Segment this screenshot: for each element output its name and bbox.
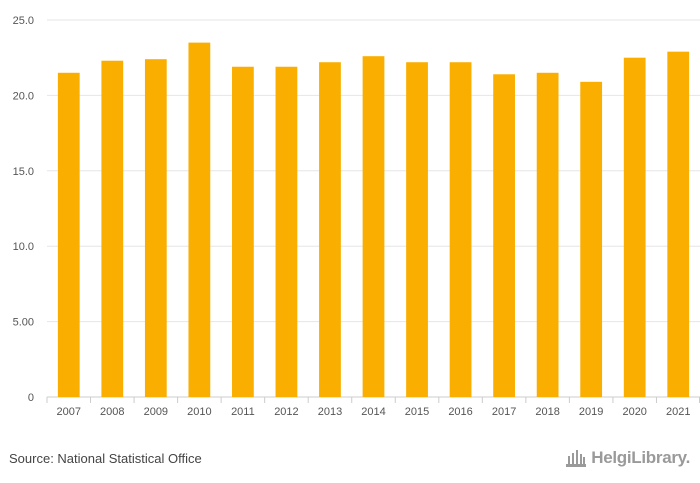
y-tick-label: 15.0	[13, 166, 34, 178]
x-tick-label: 2011	[231, 406, 255, 418]
source-note: Source: National Statistical Office	[9, 451, 202, 466]
bar	[580, 81, 603, 397]
bar	[536, 72, 559, 397]
chart-footer: Source: National Statistical Office Helg…	[0, 440, 700, 483]
y-tick-label: 20.0	[13, 90, 34, 102]
brand-name: HelgiLibrary.	[591, 448, 690, 467]
x-tick-label: 2019	[579, 406, 603, 418]
chart: 0 5.00 10.0 15.0 20.0 25.0 2007 2008 2009 2010 201…	[13, 15, 700, 418]
bar	[667, 51, 690, 397]
library-building-icon	[566, 450, 587, 467]
x-tick-label: 2012	[274, 406, 298, 418]
bar	[362, 56, 385, 397]
bar	[623, 57, 646, 397]
y-tick-label: 5.00	[13, 317, 34, 329]
y-tick-label: 10.0	[13, 241, 34, 253]
bar-chart-svg: 0 5.00 10.0 15.0 20.0 25.0 2007 2008 2009 2010 201…	[13, 15, 700, 418]
x-tick-label: 2014	[361, 406, 385, 418]
y-tick-label: 0	[28, 392, 34, 404]
x-tick-label: 2013	[318, 406, 342, 418]
x-tick-label: 2009	[144, 406, 168, 418]
x-tick-label: 2015	[405, 406, 429, 418]
bar	[275, 66, 298, 398]
x-tick-label: 2017	[492, 406, 516, 418]
x-tick-label: 2021	[666, 406, 690, 418]
bar	[57, 72, 80, 397]
x-tick-label: 2016	[448, 406, 472, 418]
bar	[144, 59, 167, 397]
brand-logo[interactable]: HelgiLibrary.	[565, 448, 690, 468]
bar	[188, 42, 211, 398]
bar	[319, 62, 341, 397]
x-tick-label: 2008	[100, 406, 124, 418]
x-tick-label: 2018	[535, 406, 559, 418]
bar	[406, 62, 428, 397]
bar	[101, 60, 124, 397]
bar	[232, 66, 254, 398]
y-tick-label: 25.0	[13, 15, 34, 27]
bar	[493, 74, 515, 398]
bar	[449, 62, 472, 397]
x-tick-label: 2020	[622, 406, 646, 418]
x-tick-label: 2010	[187, 406, 211, 418]
x-tick-label: 2007	[57, 406, 81, 418]
